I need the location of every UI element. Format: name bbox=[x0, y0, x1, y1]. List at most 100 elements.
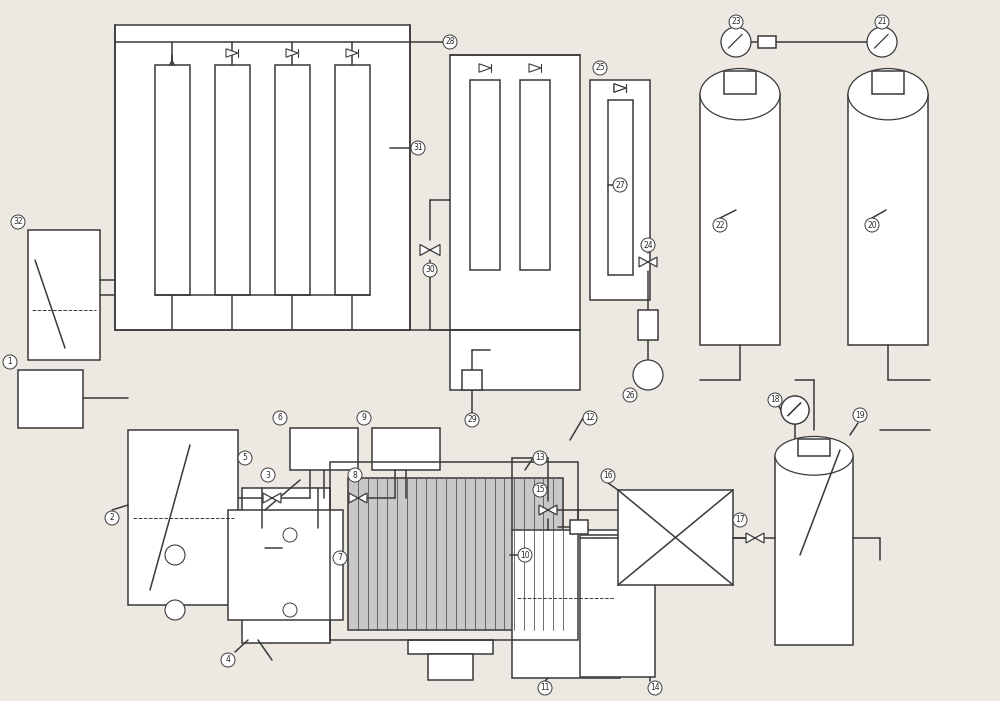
Bar bbox=[372, 428, 440, 470]
Bar bbox=[242, 488, 330, 643]
Text: 27: 27 bbox=[615, 180, 625, 189]
Circle shape bbox=[105, 511, 119, 525]
Circle shape bbox=[238, 451, 252, 465]
Circle shape bbox=[357, 411, 371, 425]
Text: 10: 10 bbox=[520, 550, 530, 559]
Polygon shape bbox=[346, 49, 358, 57]
Text: 8: 8 bbox=[353, 470, 357, 479]
Bar bbox=[470, 80, 500, 270]
Bar bbox=[348, 478, 563, 630]
Text: 15: 15 bbox=[535, 486, 545, 494]
Bar bbox=[28, 230, 100, 360]
Circle shape bbox=[721, 27, 751, 57]
Text: 23: 23 bbox=[731, 18, 741, 27]
Polygon shape bbox=[614, 84, 626, 93]
Bar bbox=[618, 490, 733, 585]
Bar bbox=[758, 36, 776, 48]
Circle shape bbox=[165, 545, 185, 565]
Text: 12: 12 bbox=[585, 414, 595, 423]
Bar bbox=[512, 530, 620, 678]
Circle shape bbox=[853, 408, 867, 422]
Bar bbox=[570, 520, 588, 534]
Text: 13: 13 bbox=[535, 454, 545, 463]
Circle shape bbox=[411, 141, 425, 155]
Circle shape bbox=[768, 393, 782, 407]
Circle shape bbox=[348, 468, 362, 482]
Ellipse shape bbox=[775, 437, 853, 475]
Polygon shape bbox=[226, 49, 238, 57]
Ellipse shape bbox=[700, 69, 780, 120]
Polygon shape bbox=[746, 533, 764, 543]
Polygon shape bbox=[286, 49, 298, 57]
Bar bbox=[335, 65, 370, 295]
Bar bbox=[18, 370, 83, 428]
Polygon shape bbox=[479, 64, 491, 72]
Polygon shape bbox=[263, 493, 281, 503]
Circle shape bbox=[533, 451, 547, 465]
Bar bbox=[155, 65, 190, 295]
Circle shape bbox=[875, 15, 889, 29]
Bar bbox=[228, 510, 343, 620]
Text: 20: 20 bbox=[867, 221, 877, 229]
Circle shape bbox=[538, 681, 552, 695]
Bar bbox=[700, 94, 780, 345]
Circle shape bbox=[533, 483, 547, 497]
Circle shape bbox=[11, 215, 25, 229]
Bar bbox=[520, 80, 550, 270]
Circle shape bbox=[729, 15, 743, 29]
Text: 16: 16 bbox=[603, 472, 613, 480]
Text: 28: 28 bbox=[445, 37, 455, 46]
Bar bbox=[290, 428, 358, 470]
Text: 19: 19 bbox=[855, 411, 865, 419]
Circle shape bbox=[465, 413, 479, 427]
Polygon shape bbox=[539, 505, 557, 515]
Circle shape bbox=[583, 411, 597, 425]
Bar bbox=[580, 535, 655, 677]
Bar bbox=[590, 80, 650, 300]
Circle shape bbox=[633, 360, 663, 390]
Circle shape bbox=[781, 396, 809, 424]
Text: 25: 25 bbox=[595, 64, 605, 72]
Circle shape bbox=[165, 600, 185, 620]
Bar bbox=[798, 439, 830, 456]
Text: 1: 1 bbox=[8, 358, 12, 367]
Circle shape bbox=[867, 27, 897, 57]
Text: 6: 6 bbox=[278, 414, 282, 423]
Text: 31: 31 bbox=[413, 144, 423, 153]
Text: 14: 14 bbox=[650, 683, 660, 693]
Bar bbox=[450, 55, 580, 330]
Bar bbox=[872, 72, 904, 94]
Circle shape bbox=[613, 178, 627, 192]
Text: 3: 3 bbox=[266, 470, 270, 479]
Ellipse shape bbox=[848, 69, 928, 120]
Circle shape bbox=[593, 61, 607, 75]
Polygon shape bbox=[349, 493, 367, 503]
Circle shape bbox=[283, 603, 297, 617]
Polygon shape bbox=[639, 257, 657, 267]
Text: 21: 21 bbox=[877, 18, 887, 27]
Text: 17: 17 bbox=[735, 515, 745, 524]
Circle shape bbox=[221, 653, 235, 667]
Bar bbox=[450, 330, 580, 390]
Polygon shape bbox=[420, 245, 440, 255]
Bar bbox=[408, 640, 493, 654]
Bar bbox=[428, 654, 473, 680]
Bar bbox=[775, 456, 853, 645]
Bar bbox=[128, 430, 238, 605]
Circle shape bbox=[273, 411, 287, 425]
Text: 9: 9 bbox=[362, 414, 366, 423]
Bar bbox=[330, 462, 578, 640]
Circle shape bbox=[3, 355, 17, 369]
Circle shape bbox=[518, 548, 532, 562]
Text: 24: 24 bbox=[643, 240, 653, 250]
Bar bbox=[608, 100, 633, 275]
Circle shape bbox=[641, 238, 655, 252]
Text: 30: 30 bbox=[425, 266, 435, 275]
Circle shape bbox=[781, 396, 809, 424]
Circle shape bbox=[713, 218, 727, 232]
Text: 7: 7 bbox=[338, 554, 342, 562]
Circle shape bbox=[601, 469, 615, 483]
Text: 4: 4 bbox=[226, 655, 230, 665]
Text: 32: 32 bbox=[13, 217, 23, 226]
Circle shape bbox=[333, 551, 347, 565]
